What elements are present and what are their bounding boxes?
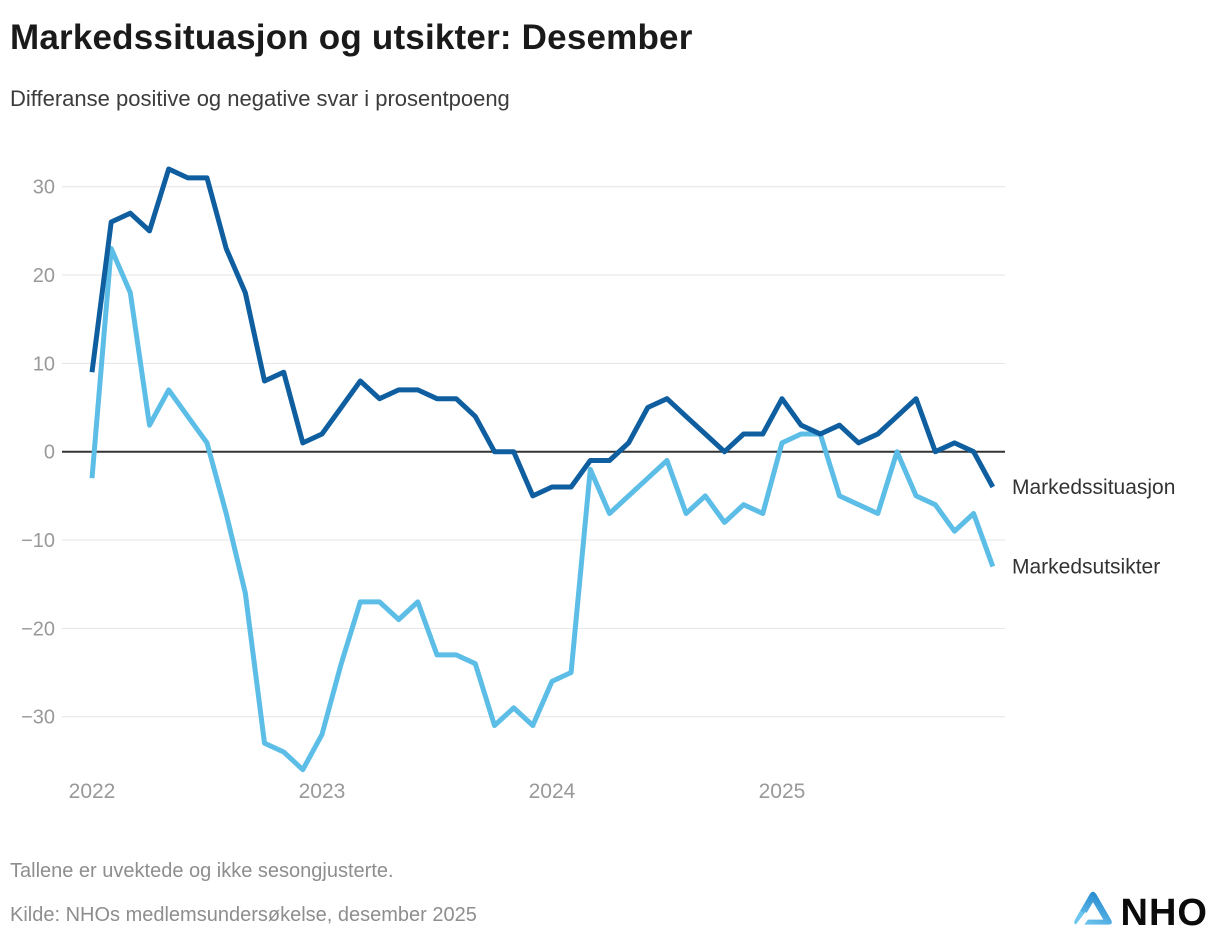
chart-footnote: Tallene er uvektede og ikke sesongjuster… (10, 860, 394, 882)
x-tick-label: 2025 (759, 780, 806, 803)
series-end-label-markedsutsikter: Markedsutsikter (1012, 556, 1160, 579)
series-line-markedssituasjon (89, 166, 995, 499)
y-tick-label: 30 (33, 177, 55, 199)
y-tick-label: 0 (44, 442, 55, 464)
series-line-markedsutsikter (89, 246, 996, 773)
chart-canvas: 30 20 10 0 −10 −20 −30 2022 2023 2024 2025 Markedsu… (21, 166, 1175, 803)
series-end-label-markedssituasjon: Markedssituasjon (1012, 476, 1175, 499)
x-tick-label: 2024 (529, 780, 576, 803)
page-title: Markedssituasjon og utsikter: Desember (10, 18, 693, 57)
y-tick-label: 20 (33, 265, 55, 287)
nho-triangle-icon (1071, 890, 1115, 936)
x-tick-label: 2023 (299, 780, 346, 803)
nho-logo-text: NHO (1120, 891, 1208, 934)
source-line: Kilde: NHOs medlemsundersøkelse, desembe… (10, 904, 477, 926)
y-tick-label: −10 (21, 530, 55, 552)
x-tick-label: 2022 (69, 780, 116, 803)
y-tick-label: 10 (33, 353, 55, 375)
chart: 30 20 10 0 −10 −20 −30 2022 2023 2024 2025 Markedsu… (0, 140, 1220, 830)
y-tick-label: −20 (21, 618, 55, 640)
nho-logo: NHO (1071, 890, 1208, 936)
y-tick-label: −30 (21, 707, 55, 729)
page-subtitle: Differanse positive og negative svar i p… (10, 86, 510, 111)
